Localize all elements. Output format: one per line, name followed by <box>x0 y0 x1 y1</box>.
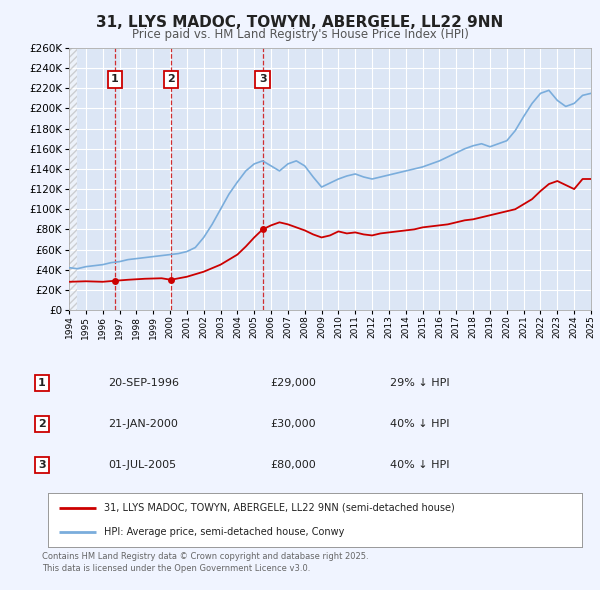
Text: 40% ↓ HPI: 40% ↓ HPI <box>390 419 449 429</box>
Text: 3: 3 <box>259 74 266 84</box>
Text: 29% ↓ HPI: 29% ↓ HPI <box>390 378 449 388</box>
Text: 3: 3 <box>38 460 46 470</box>
Text: £29,000: £29,000 <box>270 378 316 388</box>
Text: 1: 1 <box>38 378 46 388</box>
Text: 2: 2 <box>167 74 175 84</box>
Text: 20-SEP-1996: 20-SEP-1996 <box>108 378 179 388</box>
Text: 1: 1 <box>111 74 119 84</box>
Text: £80,000: £80,000 <box>270 460 316 470</box>
Text: 31, LLYS MADOC, TOWYN, ABERGELE, LL22 9NN: 31, LLYS MADOC, TOWYN, ABERGELE, LL22 9N… <box>97 15 503 30</box>
Text: 40% ↓ HPI: 40% ↓ HPI <box>390 460 449 470</box>
Text: 31, LLYS MADOC, TOWYN, ABERGELE, LL22 9NN (semi-detached house): 31, LLYS MADOC, TOWYN, ABERGELE, LL22 9N… <box>104 503 455 513</box>
Text: HPI: Average price, semi-detached house, Conwy: HPI: Average price, semi-detached house,… <box>104 527 344 537</box>
Text: Price paid vs. HM Land Registry's House Price Index (HPI): Price paid vs. HM Land Registry's House … <box>131 28 469 41</box>
Text: £30,000: £30,000 <box>270 419 316 429</box>
Text: 21-JAN-2000: 21-JAN-2000 <box>108 419 178 429</box>
Text: 2: 2 <box>38 419 46 429</box>
Text: 01-JUL-2005: 01-JUL-2005 <box>108 460 176 470</box>
Text: Contains HM Land Registry data © Crown copyright and database right 2025.
This d: Contains HM Land Registry data © Crown c… <box>42 552 368 573</box>
